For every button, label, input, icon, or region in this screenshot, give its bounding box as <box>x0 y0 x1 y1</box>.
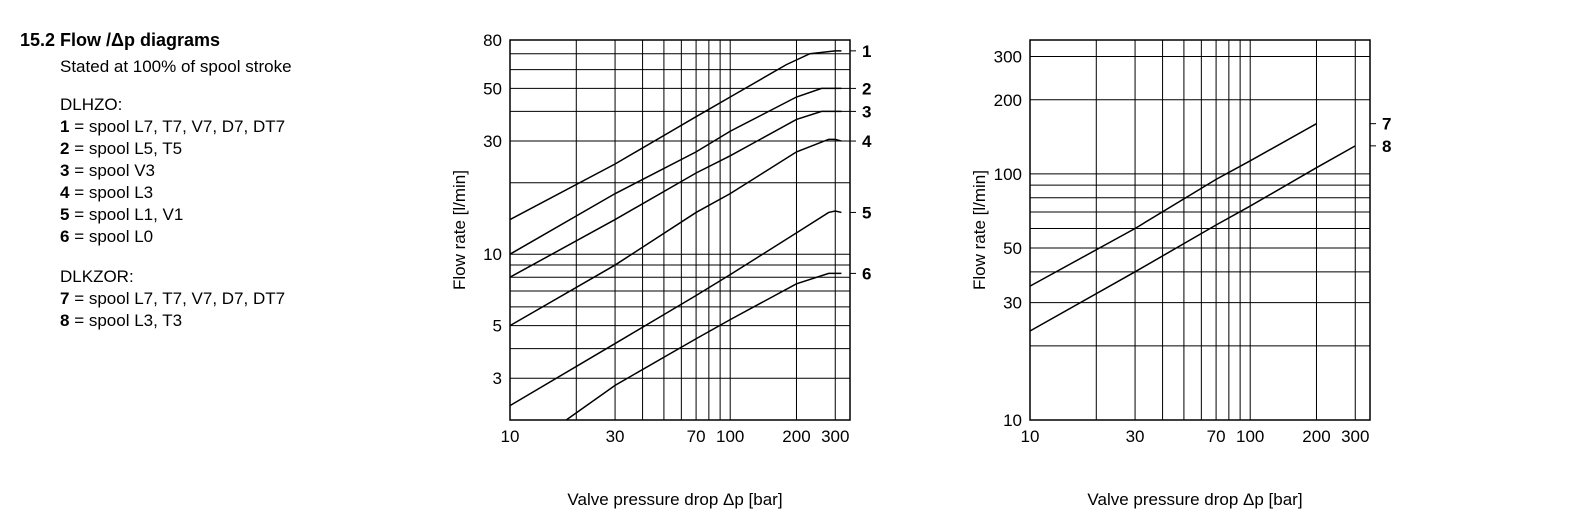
legend-text: = spool L3 <box>69 183 153 202</box>
svg-text:10: 10 <box>501 427 520 446</box>
chart-1-xlabel: Valve pressure drop Δp [bar] <box>567 490 782 510</box>
legend-text: = spool L0 <box>69 227 153 246</box>
legend-item: 4 = spool L3 <box>60 183 400 203</box>
legend-text: = spool L7, T7, V7, D7, DT7 <box>69 289 285 308</box>
legend-list-1: 1 = spool L7, T7, V7, D7, DT72 = spool L… <box>60 117 400 247</box>
charts-area: 10 30 70 100 200 300 3 5 10 30 50 80 Flow rate [l/mi… <box>440 20 1430 510</box>
svg-text:30: 30 <box>606 427 625 446</box>
svg-text:10: 10 <box>483 245 502 264</box>
legend-item: 2 = spool L5, T5 <box>60 139 400 159</box>
legend-text: = spool L3, T3 <box>69 311 182 330</box>
legend-item: 3 = spool V3 <box>60 161 400 181</box>
svg-text:3: 3 <box>862 102 871 121</box>
svg-text:50: 50 <box>483 79 502 98</box>
svg-text:30: 30 <box>1126 427 1145 446</box>
svg-text:50: 50 <box>1003 239 1022 258</box>
svg-text:7: 7 <box>1382 115 1391 134</box>
svg-text:200: 200 <box>994 91 1022 110</box>
legend-item: 7 = spool L7, T7, V7, D7, DT7 <box>60 289 400 309</box>
svg-text:4: 4 <box>862 132 872 151</box>
chart-1: 10 30 70 100 200 300 3 5 10 30 50 80 Flow rate [l/mi… <box>440 20 910 480</box>
svg-text:200: 200 <box>782 427 810 446</box>
svg-text:10: 10 <box>1021 427 1040 446</box>
group-label-2: DLKZOR: <box>60 267 400 287</box>
delta-symbol: Δ <box>111 30 124 50</box>
svg-text:200: 200 <box>1302 427 1330 446</box>
svg-text:5: 5 <box>862 203 871 222</box>
legend-text: = spool V3 <box>69 161 155 180</box>
legend-text: = spool L1, V1 <box>69 205 183 224</box>
svg-text:5: 5 <box>493 317 502 336</box>
chart-2-xlabel: Valve pressure drop Δp [bar] <box>1087 490 1302 510</box>
svg-text:300: 300 <box>994 47 1022 66</box>
legend-item: 1 = spool L7, T7, V7, D7, DT7 <box>60 117 400 137</box>
text-column: 15.2 Flow /Δp diagrams Stated at 100% of… <box>20 20 400 333</box>
svg-text:2: 2 <box>862 79 871 98</box>
svg-text:8: 8 <box>1382 137 1391 156</box>
chart-2: 10 30 70 100 200 300 10 30 50 100 200 300 Flow rate … <box>960 20 1430 480</box>
svg-text:30: 30 <box>1003 294 1022 313</box>
page: 15.2 Flow /Δp diagrams Stated at 100% of… <box>20 20 1569 510</box>
svg-text:100: 100 <box>716 427 744 446</box>
heading-text: 15.2 Flow / <box>20 30 111 50</box>
svg-text:70: 70 <box>1207 427 1226 446</box>
svg-text:6: 6 <box>862 264 871 283</box>
svg-text:Flow rate [l/min]: Flow rate [l/min] <box>450 170 469 290</box>
svg-text:1: 1 <box>862 42 871 61</box>
legend-text: = spool L7, T7, V7, D7, DT7 <box>69 117 285 136</box>
svg-text:80: 80 <box>483 31 502 50</box>
svg-text:70: 70 <box>687 427 706 446</box>
svg-text:100: 100 <box>1236 427 1264 446</box>
chart-2-wrap: 10 30 70 100 200 300 10 30 50 100 200 300 Flow rate … <box>960 20 1430 510</box>
section-heading: 15.2 Flow /Δp diagrams <box>20 30 400 51</box>
svg-text:3: 3 <box>493 369 502 388</box>
svg-text:300: 300 <box>821 427 849 446</box>
legend-item: 6 = spool L0 <box>60 227 400 247</box>
heading-text-post: p diagrams <box>124 30 220 50</box>
svg-text:300: 300 <box>1341 427 1369 446</box>
subtitle: Stated at 100% of spool stroke <box>60 57 400 77</box>
legend-item: 5 = spool L1, V1 <box>60 205 400 225</box>
chart-1-wrap: 10 30 70 100 200 300 3 5 10 30 50 80 Flow rate [l/mi… <box>440 20 910 510</box>
svg-text:Flow rate [l/min]: Flow rate [l/min] <box>970 170 989 290</box>
legend-item: 8 = spool L3, T3 <box>60 311 400 331</box>
svg-text:30: 30 <box>483 132 502 151</box>
legend-list-2: 7 = spool L7, T7, V7, D7, DT78 = spool L… <box>60 289 400 331</box>
group-label-1: DLHZO: <box>60 95 400 115</box>
legend-text: = spool L5, T5 <box>69 139 182 158</box>
svg-text:10: 10 <box>1003 411 1022 430</box>
svg-text:100: 100 <box>994 165 1022 184</box>
